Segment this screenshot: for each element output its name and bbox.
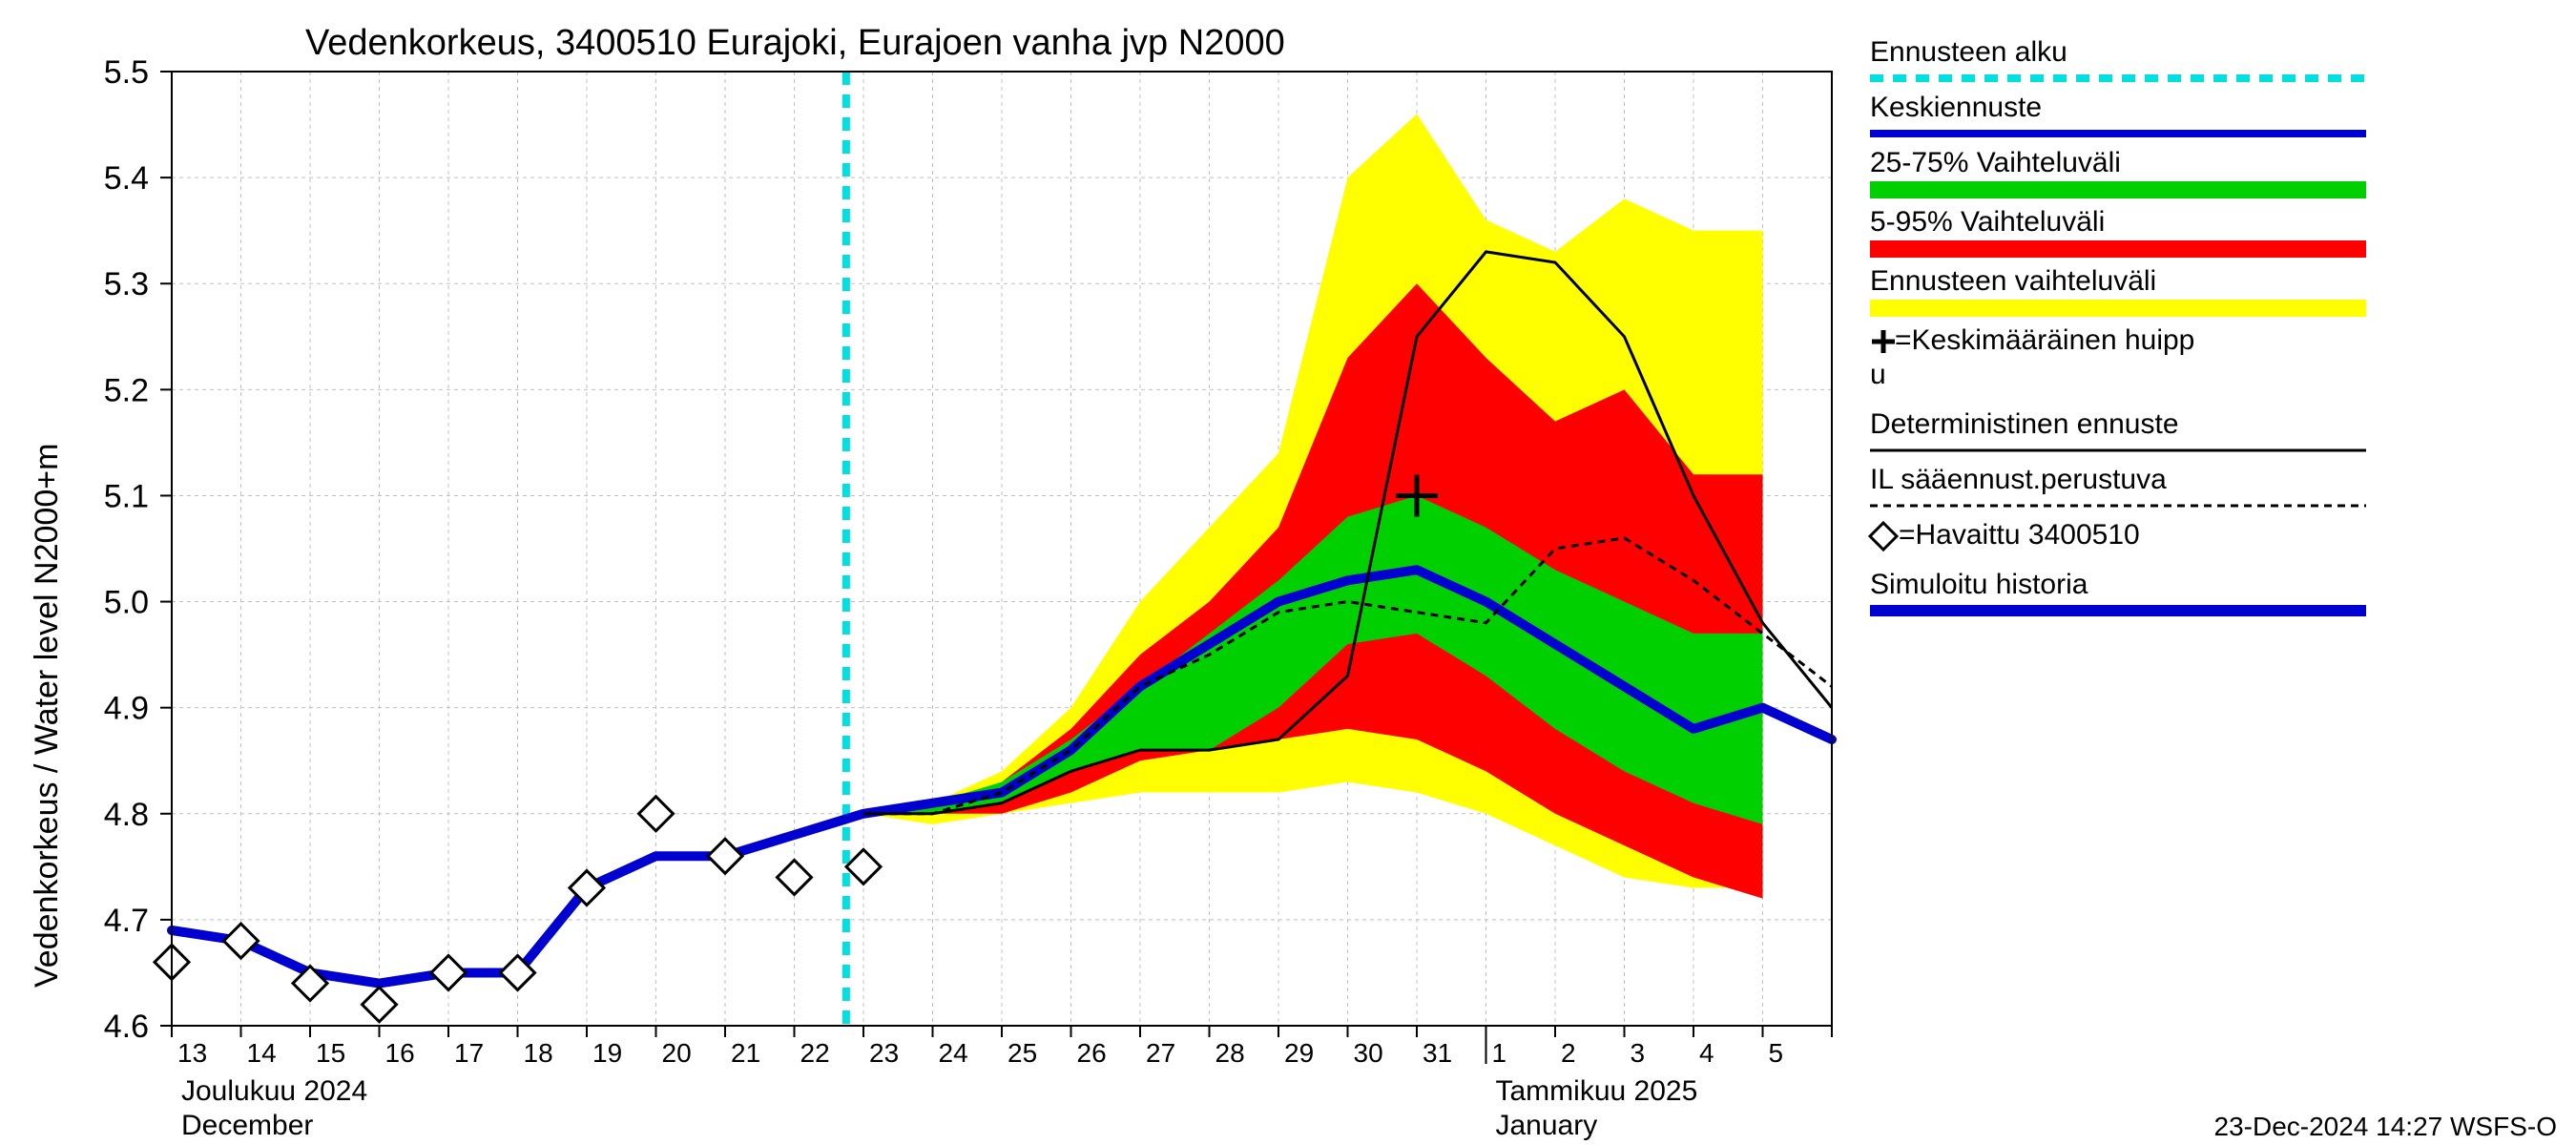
x-tick-label: 31 bbox=[1423, 1038, 1452, 1068]
x-tick-label: 4 bbox=[1699, 1038, 1714, 1068]
legend-label: Ennusteen alku bbox=[1870, 36, 2067, 68]
legend-label: u bbox=[1870, 359, 1886, 390]
x-tick-label: 1 bbox=[1492, 1038, 1507, 1068]
chart-title: Vedenkorkeus, 3400510 Eurajoki, Eurajoen… bbox=[305, 23, 1285, 63]
x-tick-label: 26 bbox=[1077, 1038, 1107, 1068]
x-tick-label: 15 bbox=[316, 1038, 345, 1068]
legend-label: =Havaittu 3400510 bbox=[1899, 519, 2140, 551]
legend-label: Ennusteen vaihteluväli bbox=[1870, 265, 2156, 297]
y-tick-label: 5.2 bbox=[104, 372, 149, 408]
x-tick-label: 25 bbox=[1008, 1038, 1037, 1068]
x-tick-label: 3 bbox=[1631, 1038, 1646, 1068]
y-tick-label: 4.9 bbox=[104, 691, 149, 727]
x-tick-label: 19 bbox=[592, 1038, 622, 1068]
legend-label: IL sääennust.perustuva bbox=[1870, 464, 2167, 495]
x-tick-label: 22 bbox=[800, 1038, 830, 1068]
x-tick-label: 29 bbox=[1284, 1038, 1314, 1068]
legend-band-swatch bbox=[1870, 300, 2366, 317]
x-tick-label: 14 bbox=[247, 1038, 277, 1068]
x-tick-label: 28 bbox=[1215, 1038, 1245, 1068]
legend-label: 5-95% Vaihteluväli bbox=[1870, 206, 2105, 238]
legend-label: Simuloitu historia bbox=[1870, 569, 2088, 600]
month-label-right-fi: Tammikuu 2025 bbox=[1496, 1075, 1698, 1107]
footer-timestamp: 23-Dec-2024 14:27 WSFS-O bbox=[2214, 1112, 2558, 1141]
y-tick-label: 5.3 bbox=[104, 266, 149, 302]
x-tick-label: 27 bbox=[1146, 1038, 1175, 1068]
y-tick-label: 5.1 bbox=[104, 478, 149, 514]
y-tick-label: 5.0 bbox=[104, 585, 149, 621]
month-label-left-en: December bbox=[181, 1110, 313, 1141]
x-tick-label: 23 bbox=[869, 1038, 899, 1068]
legend-label: 25-75% Vaihteluväli bbox=[1870, 147, 2121, 178]
y-tick-label: 4.8 bbox=[104, 797, 149, 833]
legend-band-swatch bbox=[1870, 181, 2366, 198]
x-tick-label: 2 bbox=[1561, 1038, 1576, 1068]
month-label-left-fi: Joulukuu 2024 bbox=[181, 1075, 367, 1107]
x-tick-label: 17 bbox=[454, 1038, 484, 1068]
x-tick-label: 16 bbox=[385, 1038, 415, 1068]
x-tick-label: 20 bbox=[662, 1038, 692, 1068]
x-tick-label: 13 bbox=[177, 1038, 207, 1068]
y-tick-label: 5.5 bbox=[104, 54, 149, 91]
legend-label: Deterministinen ennuste bbox=[1870, 408, 2179, 440]
x-tick-label: 21 bbox=[731, 1038, 760, 1068]
month-label-right-en: January bbox=[1496, 1110, 1598, 1141]
x-tick-label: 5 bbox=[1769, 1038, 1784, 1068]
chart-container: 4.64.74.84.95.05.15.25.35.45.51314151617… bbox=[0, 0, 2576, 1145]
x-tick-label: 18 bbox=[524, 1038, 553, 1068]
y-tick-label: 5.4 bbox=[104, 160, 149, 197]
x-tick-label: 24 bbox=[939, 1038, 968, 1068]
chart-svg: 4.64.74.84.95.05.15.25.35.45.51314151617… bbox=[0, 0, 2576, 1145]
y-axis-label: Vedenkorkeus / Water level N2000+m bbox=[29, 444, 65, 988]
legend-label: Keskiennuste bbox=[1870, 92, 2042, 123]
y-tick-label: 4.6 bbox=[104, 1009, 149, 1045]
legend-band-swatch bbox=[1870, 240, 2366, 258]
x-tick-label: 30 bbox=[1354, 1038, 1383, 1068]
legend-label: =Keskimääräinen huipp bbox=[1895, 324, 2194, 356]
y-tick-label: 4.7 bbox=[104, 903, 149, 939]
